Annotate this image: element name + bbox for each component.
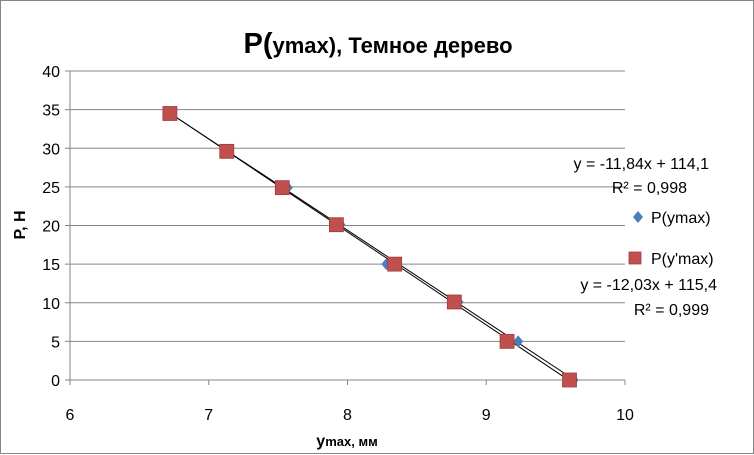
y-tick-label-30: 30 bbox=[42, 141, 60, 158]
chart-title: P(ymax), Темное дерево bbox=[243, 28, 512, 60]
trendline-2-r2: R² = 0,999 bbox=[634, 302, 709, 319]
legend: P(ymax) P(y'max) bbox=[628, 210, 714, 268]
legend-label-1: P(ymax) bbox=[651, 210, 711, 227]
y-tick-label-15: 15 bbox=[42, 257, 60, 274]
legend-marker-diamond bbox=[633, 211, 643, 223]
point-series2-4 bbox=[328, 217, 344, 233]
x-tick-label-8: 8 bbox=[343, 407, 352, 424]
x-tick-label-10: 10 bbox=[616, 407, 634, 424]
y-tick-label-5: 5 bbox=[51, 334, 60, 351]
legend-label-2: P(y'max) bbox=[651, 251, 714, 268]
point-series2-1 bbox=[499, 333, 515, 349]
y-tick-label-35: 35 bbox=[42, 103, 60, 120]
y-tick-label-25: 25 bbox=[42, 180, 60, 197]
y-tick-label-10: 10 bbox=[42, 296, 60, 313]
legend-marker-square bbox=[628, 251, 642, 265]
trendline-1-equation: y = -11,84x + 114,1 bbox=[574, 156, 710, 173]
point-series2-3 bbox=[387, 256, 403, 272]
grid-lines bbox=[70, 70, 625, 342]
point-series2-2 bbox=[446, 294, 462, 310]
point-series2-6 bbox=[219, 143, 235, 159]
x-tick-label-6: 6 bbox=[66, 407, 75, 424]
point-series2-7 bbox=[162, 106, 178, 121]
point-series2-5 bbox=[274, 180, 290, 196]
y-axis-title: P, Н bbox=[12, 210, 29, 239]
trendline-2-equation: y = -12,03x + 115,4 bbox=[580, 277, 717, 294]
y-tick-labels: 0 5 10 15 20 25 30 35 40 bbox=[42, 64, 60, 390]
trendline-1-r2: R² = 0,998 bbox=[612, 180, 687, 197]
x-axis-title: ymax, мм bbox=[316, 433, 377, 450]
point-series2-0 bbox=[562, 372, 577, 388]
x-tick-labels: 6 7 8 9 10 bbox=[66, 407, 634, 424]
y-tick-label-20: 20 bbox=[42, 219, 60, 236]
data-points bbox=[162, 106, 579, 388]
axes bbox=[65, 70, 626, 385]
x-tick-label-9: 9 bbox=[482, 407, 491, 424]
point-series1-1 bbox=[513, 335, 524, 348]
x-tick-label-7: 7 bbox=[204, 407, 213, 424]
y-tick-label-40: 40 bbox=[42, 64, 60, 81]
y-tick-label-0: 0 bbox=[51, 373, 60, 390]
